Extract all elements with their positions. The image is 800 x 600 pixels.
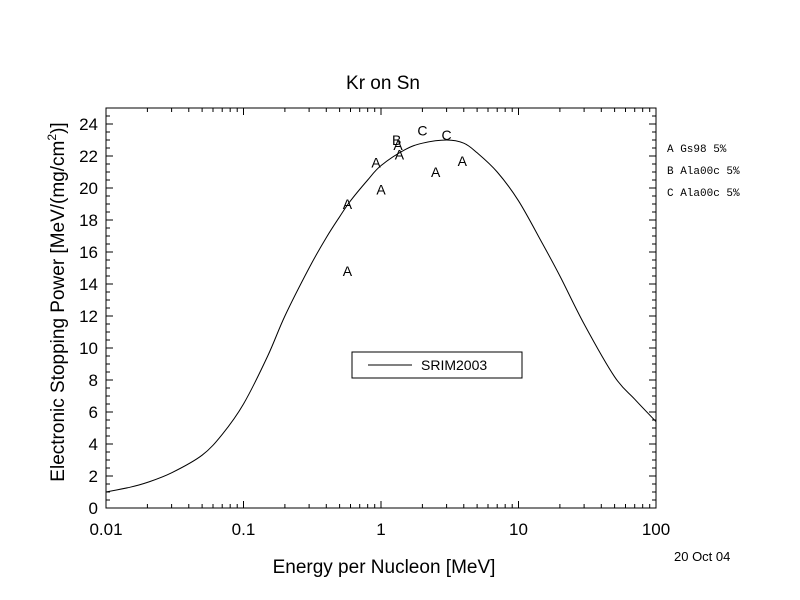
data-point-a: A (431, 164, 441, 180)
data-point-a: A (395, 146, 405, 162)
x-tick-label: 0.1 (232, 520, 256, 539)
data-point-c: C (442, 127, 452, 143)
y-tick-label: 6 (89, 403, 98, 422)
data-point-a: A (376, 182, 386, 198)
x-tick-label: 10 (509, 520, 528, 539)
data-point-b: B (392, 132, 401, 148)
y-tick-label: 2 (89, 467, 98, 486)
y-axis-ticks (106, 107, 656, 509)
data-point-c: C (417, 122, 427, 138)
x-axis-label: Energy per Nucleon [MeV] (273, 557, 496, 578)
x-tick-label: 1 (376, 520, 385, 539)
y-tick-label: 14 (79, 275, 98, 294)
y-tick-label: 20 (79, 179, 98, 198)
source-legend-entry-b: B Ala00c 5% (667, 166, 740, 178)
source-legend-entry-c: C Ala00c 5% (667, 188, 740, 200)
data-source-legend: A Gs98 5% B Ala00c 5% C Ala00c 5% (667, 144, 740, 200)
x-axis-tick-labels: 0.01 0.1 1 10 100 (89, 520, 670, 539)
data-point-a: A (343, 196, 353, 212)
data-point-a: A (371, 154, 381, 170)
plot-frame (105, 107, 657, 509)
y-tick-label: 4 (89, 435, 98, 454)
x-tick-label: 100 (642, 520, 670, 539)
y-axis-label-main: Electronic Stopping Power [MeV/(mg/cm (48, 141, 69, 482)
y-tick-label: 8 (89, 371, 98, 390)
y-axis-label: Electronic Stopping Power [MeV/(mg/cm2)] (45, 122, 69, 481)
legend-label: SRIM2003 (421, 357, 487, 373)
y-axis-label-superscript: 2 (45, 134, 59, 141)
data-point-a: A (393, 137, 403, 153)
y-tick-label: 22 (79, 147, 98, 166)
y-tick-label: 16 (79, 243, 98, 262)
legend: SRIM2003 (351, 351, 523, 379)
y-tick-label: 12 (79, 307, 98, 326)
x-tick-label: 0.01 (89, 520, 122, 539)
source-legend-entry-a: A Gs98 5% (667, 144, 727, 156)
y-axis-label-end: )] (48, 122, 69, 134)
date-label: 20 Oct 04 (674, 549, 731, 564)
chart-title: Kr on Sn (346, 73, 420, 94)
x-axis-ticks (105, 108, 651, 508)
series-line-srim2003 (105, 139, 657, 493)
data-point-a: A (458, 153, 468, 169)
y-tick-label: 0 (89, 499, 98, 518)
data-point-a: A (343, 263, 353, 279)
y-tick-label: 10 (79, 339, 98, 358)
y-tick-label: 18 (79, 211, 98, 230)
y-tick-label: 24 (79, 115, 98, 134)
